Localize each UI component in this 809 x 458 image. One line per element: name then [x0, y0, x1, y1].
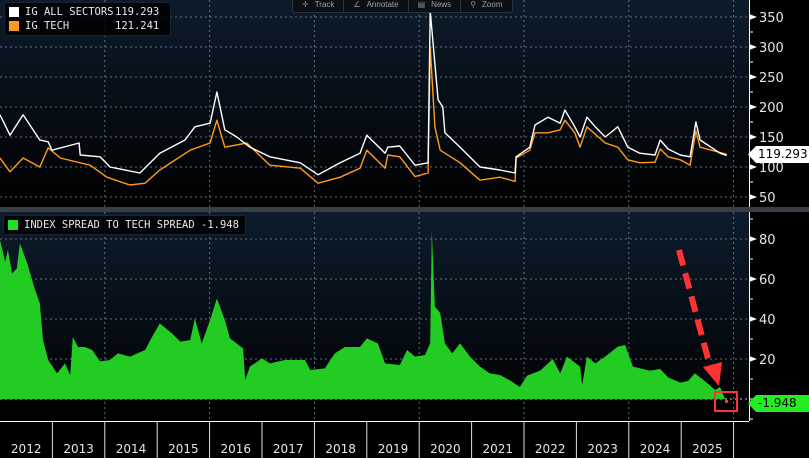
legend-item-all-sectors[interactable]: IG ALL SECTORS 119.293	[9, 5, 166, 19]
spread-area-layer	[0, 230, 727, 403]
legend-swatch-white	[9, 7, 19, 17]
axes: 350 300 250 200 150 100 50 80 60 40 20 2012 2013 2014…	[0, 0, 784, 458]
y-tick-label: 50	[759, 191, 776, 206]
x-tick-label: 2017	[273, 442, 304, 456]
y-tick-label: 80	[759, 233, 776, 248]
magnifier-icon: ⚲	[470, 0, 477, 9]
x-tick-label: 2015	[168, 442, 199, 456]
last-value-tag-spread: -1.948	[748, 395, 809, 412]
x-tick-label: 2016	[221, 442, 252, 456]
y-tick-label: 350	[759, 11, 784, 26]
x-tick-label: 2020	[430, 442, 461, 456]
y-tick-label: 200	[759, 101, 784, 116]
spread-area	[0, 230, 727, 403]
x-tick-label: 2025	[692, 442, 723, 456]
x-tick-label: 2019	[378, 442, 409, 456]
y-tick-label: 60	[759, 273, 776, 288]
last-value-tag-all-sectors: 119.293	[748, 146, 809, 163]
red-dashed-arrow-shaft	[676, 249, 714, 371]
annotate-button[interactable]: ∠ Annotate	[344, 0, 409, 12]
x-tick-label: 2012	[11, 442, 42, 456]
track-button[interactable]: ✛ Track	[293, 0, 345, 12]
legend-item-tech[interactable]: IG TECH 121.241	[9, 19, 166, 33]
last-point-marker	[725, 400, 728, 403]
y-tick-label: 20	[759, 353, 776, 368]
x-tick-label: 2021	[483, 442, 514, 456]
x-tick-label: 2018	[325, 442, 356, 456]
crosshair-icon: ✛	[302, 0, 309, 9]
top-legend: IG ALL SECTORS 119.293 IG TECH 121.241	[4, 2, 171, 36]
legend-swatch-green	[8, 220, 18, 230]
panel-divider-handle[interactable]	[0, 207, 809, 212]
bottom-legend: INDEX SPREAD TO TECH SPREAD -1.948	[3, 215, 246, 235]
annotation-layer	[676, 249, 738, 412]
x-tick-label: 2014	[116, 442, 147, 456]
x-tick-label: 2022	[535, 442, 566, 456]
pencil-icon: ∠	[353, 0, 361, 9]
x-tick-label: 2013	[63, 442, 94, 456]
chart-toolbar: ✛ Track ∠ Annotate ▤ News ⚲ Zoom	[292, 0, 513, 13]
y-tick-label: 100	[759, 161, 784, 176]
legend-item-spread[interactable]: INDEX SPREAD TO TECH SPREAD -1.948	[8, 218, 239, 232]
news-icon: ▤	[417, 0, 426, 9]
x-tick-label: 2024	[640, 442, 671, 456]
zoom-button[interactable]: ⚲ Zoom	[470, 0, 503, 9]
y-tick-label: 150	[759, 131, 784, 146]
y-tick-label: 250	[759, 71, 784, 86]
red-arrow-head	[703, 362, 722, 386]
y-tick-label: 40	[759, 313, 776, 328]
x-tick-label: 2023	[587, 442, 618, 456]
y-tick-label: 300	[759, 41, 784, 56]
legend-swatch-orange	[9, 21, 19, 31]
news-button[interactable]: ▤ News	[409, 0, 462, 12]
red-highlight-box	[714, 391, 738, 412]
